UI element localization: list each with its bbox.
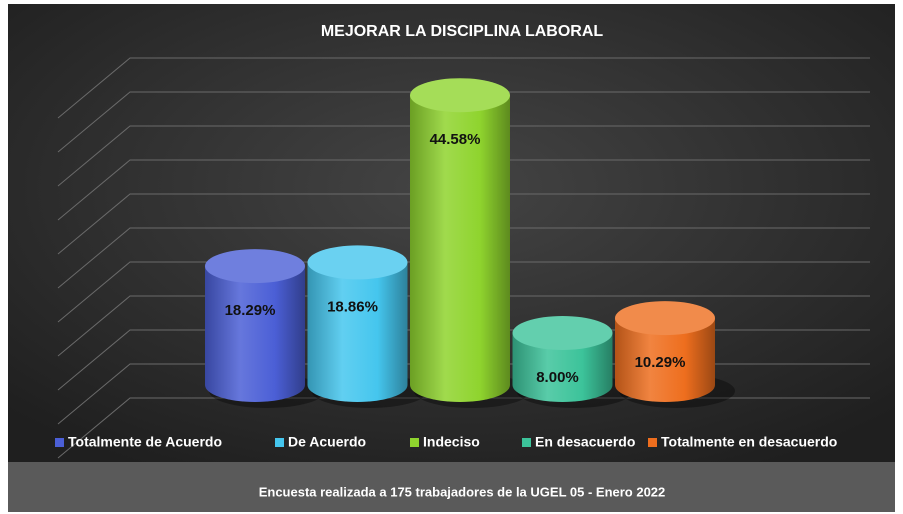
legend: Totalmente de Acuerdo De Acuerdo Indeciso E…: [55, 434, 837, 450]
grid-line: [57, 125, 870, 187]
grid-line: [57, 227, 870, 289]
grid-line: [57, 397, 870, 459]
grid-line: [57, 57, 870, 119]
legend-swatch: [275, 438, 284, 447]
legend-swatch: [648, 438, 657, 447]
legend-label: De Acuerdo: [288, 434, 366, 450]
legend-swatch: [55, 438, 64, 447]
chart-title: MEJORAR LA DISCIPLINA LABORAL: [321, 23, 604, 40]
grid-line: [57, 159, 870, 221]
bar: [307, 245, 408, 402]
legend-label: Totalmente de Acuerdo: [68, 434, 222, 450]
data-label: 18.29%: [225, 302, 276, 319]
data-label: 10.29%: [635, 354, 686, 371]
footnote: Encuesta realizada a 175 trabajadores de…: [259, 484, 666, 499]
data-label: 44.58%: [430, 131, 481, 148]
legend-swatch: [410, 438, 419, 447]
legend-label: Indeciso: [423, 434, 480, 450]
data-label: 8.00%: [536, 369, 579, 386]
bar: [615, 301, 715, 402]
grid-line: [57, 193, 870, 255]
bars: 18.29% 18.86% 44.58% 8.00% 10.29%: [205, 78, 735, 408]
grid: [57, 57, 870, 459]
grid-line: [57, 91, 870, 153]
bar: [410, 78, 510, 402]
legend-swatch: [522, 438, 531, 447]
legend-label: En desacuerdo: [535, 434, 635, 450]
grid-line: [57, 261, 870, 323]
footer-band: [8, 462, 895, 512]
bar: [512, 316, 613, 402]
grid-line: [57, 295, 870, 357]
bar: [205, 249, 305, 402]
legend-label: Totalmente en desacuerdo: [661, 434, 837, 450]
data-label: 18.86%: [327, 298, 378, 315]
